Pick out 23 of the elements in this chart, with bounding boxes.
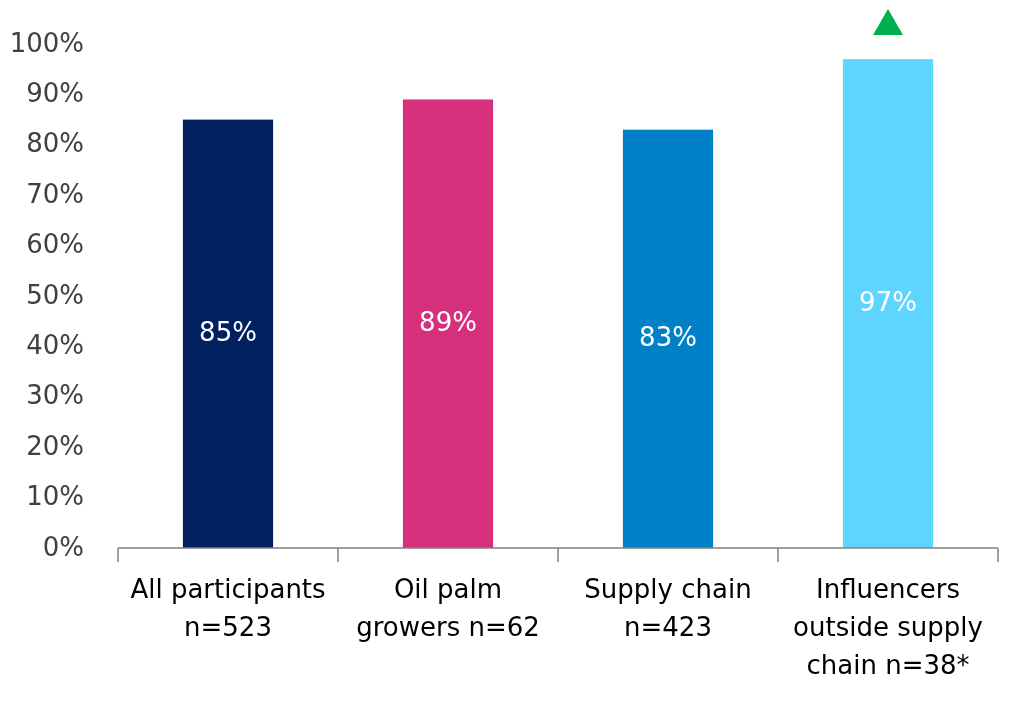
- y-tick-label: 90%: [26, 77, 84, 108]
- bar: [842, 59, 934, 548]
- x-tick-label: Oil palm growers n=62: [356, 574, 540, 642]
- y-tick-label: 80%: [26, 128, 84, 159]
- y-tick-label: 50%: [26, 279, 84, 310]
- bar: [182, 119, 274, 548]
- x-tick-label: Influencers outside supply chain n=38*: [793, 574, 983, 680]
- y-tick-label: 40%: [26, 329, 84, 360]
- y-tick-label: 10%: [26, 481, 84, 512]
- y-tick-label: 0%: [42, 531, 84, 562]
- x-tick-label: All participants n=523: [130, 574, 326, 642]
- data-label: 83%: [639, 322, 697, 353]
- data-label: 85%: [199, 317, 257, 348]
- bar: [402, 99, 494, 548]
- data-label: 97%: [859, 287, 917, 318]
- bar: [622, 129, 714, 548]
- y-tick-label: 30%: [26, 380, 84, 411]
- y-tick-label: 20%: [26, 430, 84, 461]
- data-label: 89%: [419, 307, 477, 338]
- x-tick-label: Supply chain n=423: [584, 574, 752, 642]
- y-tick-label: 70%: [26, 178, 84, 209]
- y-tick-label: 60%: [26, 229, 84, 260]
- y-tick-label: 100%: [9, 27, 84, 58]
